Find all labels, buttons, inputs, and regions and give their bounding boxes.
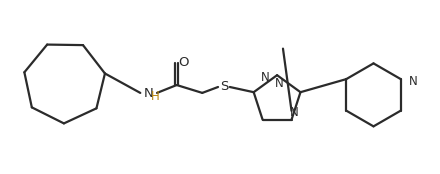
Text: N: N [275, 77, 283, 90]
Text: N: N [261, 71, 270, 84]
Text: S: S [220, 81, 228, 93]
Text: O: O [178, 56, 189, 69]
Text: H: H [150, 90, 159, 103]
Text: N: N [143, 87, 153, 100]
Text: N: N [290, 106, 299, 119]
Text: N: N [409, 75, 418, 88]
